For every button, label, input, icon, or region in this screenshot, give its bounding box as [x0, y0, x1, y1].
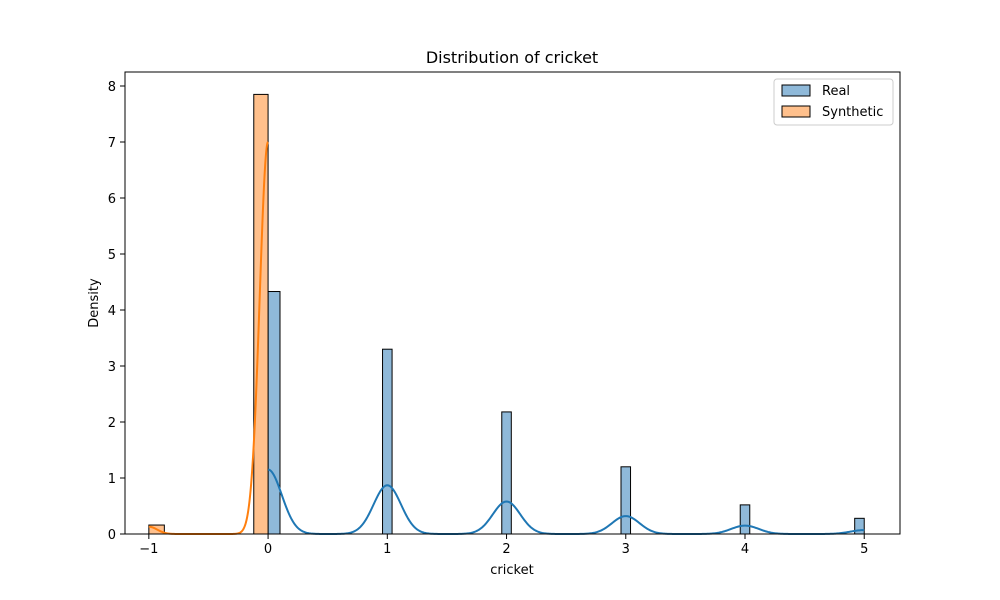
x-tick-label: 1 — [383, 542, 391, 557]
legend-label-real: Real — [822, 84, 850, 99]
y-tick-label: 3 — [108, 360, 116, 375]
x-tick-label: 5 — [860, 542, 868, 557]
x-axis-label: cricket — [490, 563, 533, 578]
legend-swatch-real — [781, 84, 811, 97]
y-tick-label: 0 — [108, 528, 116, 543]
y-tick-label: 6 — [108, 192, 116, 207]
x-tick-label: −1 — [139, 542, 158, 557]
bar-real-2 — [501, 411, 512, 535]
y-tick-label: 1 — [108, 472, 116, 487]
x-tick-label: 3 — [622, 542, 630, 557]
x-tick-label: 4 — [741, 542, 749, 557]
legend-label-synthetic: Synthetic — [822, 105, 883, 120]
bar-real-0 — [267, 291, 281, 535]
x-axis-ticks: −1 0 1 2 3 4 5 — [139, 534, 868, 557]
bar-real-1 — [382, 348, 393, 535]
x-tick-label: 2 — [502, 542, 510, 557]
y-tick-label: 5 — [108, 248, 116, 263]
legend-swatch-synthetic — [781, 105, 811, 118]
y-tick-label: 8 — [108, 80, 116, 95]
y-axis-label: Density — [87, 278, 102, 328]
bar-real-4 — [739, 504, 751, 535]
chart-title: Distribution of cricket — [426, 48, 598, 67]
y-tick-label: 7 — [108, 136, 116, 151]
x-tick-label: 0 — [264, 542, 272, 557]
y-tick-label: 4 — [108, 304, 116, 319]
y-tick-label: 2 — [108, 416, 116, 431]
y-axis-ticks: 0 1 2 3 4 5 6 7 8 — [108, 80, 125, 543]
plot-frame — [124, 71, 901, 535]
bar-real-3 — [620, 466, 632, 535]
legend: Real Synthetic — [773, 78, 894, 126]
